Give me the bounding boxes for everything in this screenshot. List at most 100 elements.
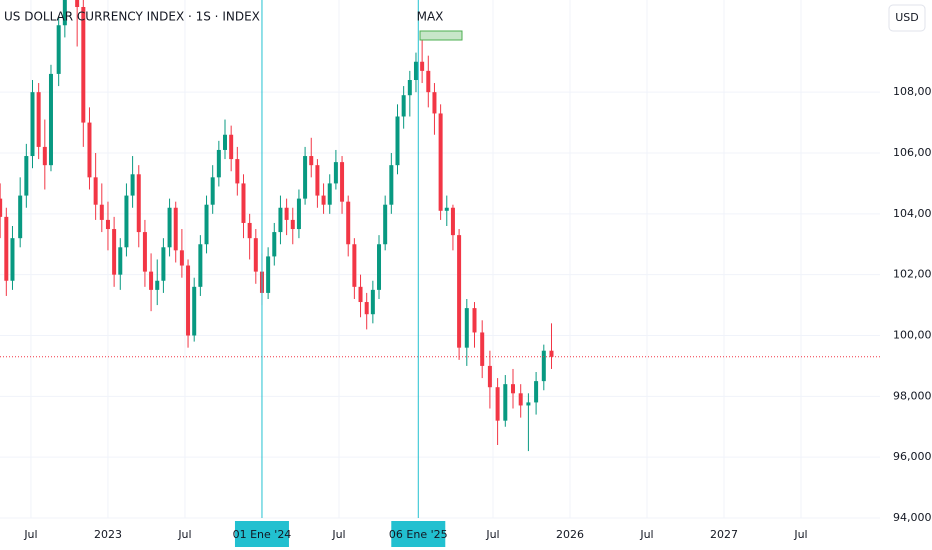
candle-body — [210, 177, 215, 205]
candle-body — [333, 162, 338, 184]
candle-body — [10, 238, 15, 281]
y-tick-label: 100,000 — [893, 328, 932, 341]
y-tick-label: 94,000 — [893, 511, 932, 524]
candle-body — [480, 332, 485, 366]
candle-body — [309, 156, 314, 166]
candle-body — [518, 393, 523, 406]
candle-body — [42, 146, 47, 166]
candle-body — [173, 207, 178, 251]
candle-body — [510, 384, 515, 394]
y-tick-label: 96,000 — [893, 450, 932, 463]
candle-body — [56, 25, 61, 74]
candle-body — [229, 134, 234, 160]
candle-body — [62, 0, 67, 26]
candle-body — [464, 308, 469, 348]
candle-body — [155, 280, 160, 290]
candle-body — [358, 286, 363, 303]
candle-body — [549, 350, 554, 357]
candle-body — [407, 79, 412, 96]
max-box — [419, 30, 463, 41]
currency-label[interactable]: USD — [895, 11, 919, 24]
candle-body — [487, 365, 492, 388]
candle-body — [186, 265, 191, 336]
candle-body — [541, 350, 546, 382]
candle-body — [503, 384, 508, 421]
candle-body — [130, 174, 135, 196]
candle-body — [24, 156, 29, 196]
x-tick-label: 2026 — [556, 528, 584, 541]
x-tick-label: 2023 — [94, 528, 122, 541]
candle-body — [450, 207, 455, 236]
candle-body — [36, 92, 41, 147]
max-label: MAX — [417, 10, 444, 24]
candle-body — [204, 204, 209, 245]
y-tick-label: 106,000 — [893, 146, 932, 159]
currency-button[interactable] — [888, 4, 926, 32]
x-tick-label: Jul — [331, 528, 345, 541]
y-tick-label: 102,000 — [893, 268, 932, 281]
candle-body — [266, 256, 271, 293]
x-tick-label: Jul — [177, 528, 191, 541]
candle-body — [112, 229, 117, 275]
candle-body — [124, 195, 129, 248]
candle-body — [413, 61, 418, 80]
candle-body — [247, 222, 252, 239]
x-tick-label: Jul — [793, 528, 807, 541]
candle-body — [118, 247, 123, 275]
candle-body — [534, 381, 539, 403]
candle-body — [438, 113, 443, 211]
candle-body — [315, 165, 320, 196]
candle-body — [495, 387, 500, 421]
candle-body — [303, 156, 308, 199]
candle-body — [327, 183, 332, 205]
x-tick-label: Jul — [23, 528, 37, 541]
candle-body — [420, 61, 425, 71]
x-tick-label: Jul — [485, 528, 499, 541]
marker-label-box — [234, 521, 289, 547]
candle-body — [179, 250, 184, 266]
candle-body — [216, 149, 221, 178]
marker-label: 01 Ene '24 — [233, 528, 292, 541]
candle-body — [167, 207, 172, 248]
chart-title: US DOLLAR CURRENCY INDEX · 1S · INDEX — [4, 10, 260, 24]
candle-body — [377, 244, 382, 290]
candle-body — [389, 165, 394, 205]
candle-body — [383, 204, 388, 245]
candle-body — [223, 134, 228, 150]
candle-body — [161, 247, 166, 281]
y-tick-label: 104,000 — [893, 207, 932, 220]
y-tick-label: 108,000 — [893, 85, 932, 98]
candle-body — [526, 402, 531, 406]
candle-body — [99, 204, 104, 220]
candle-body — [340, 162, 345, 202]
candle-body — [432, 92, 437, 114]
candle-body — [0, 198, 3, 217]
candle-body — [93, 177, 98, 205]
candle-body — [235, 159, 240, 184]
x-tick-label: Jul — [639, 528, 653, 541]
candle-body — [30, 92, 35, 157]
candle-body — [272, 232, 277, 257]
candle-body — [136, 174, 141, 233]
candle-body — [472, 308, 477, 333]
candle-body — [81, 6, 86, 123]
candle-body — [278, 207, 283, 233]
x-tick-label: 2027 — [710, 528, 738, 541]
candle-body — [75, 0, 80, 7]
candle-body — [87, 122, 92, 178]
candle-body — [198, 244, 203, 287]
candle-body — [426, 70, 431, 93]
candle-body — [18, 195, 23, 239]
candle-body — [4, 216, 9, 281]
candle-body — [192, 286, 197, 336]
candle-body — [296, 198, 301, 230]
candle-body — [142, 232, 147, 272]
candle-body — [290, 219, 295, 230]
candle-body — [105, 219, 110, 230]
candle-body — [352, 244, 357, 287]
candle-body — [284, 207, 289, 220]
candle-body — [241, 183, 246, 223]
candle-body — [457, 235, 462, 348]
y-tick-label: 98,000 — [893, 389, 932, 402]
